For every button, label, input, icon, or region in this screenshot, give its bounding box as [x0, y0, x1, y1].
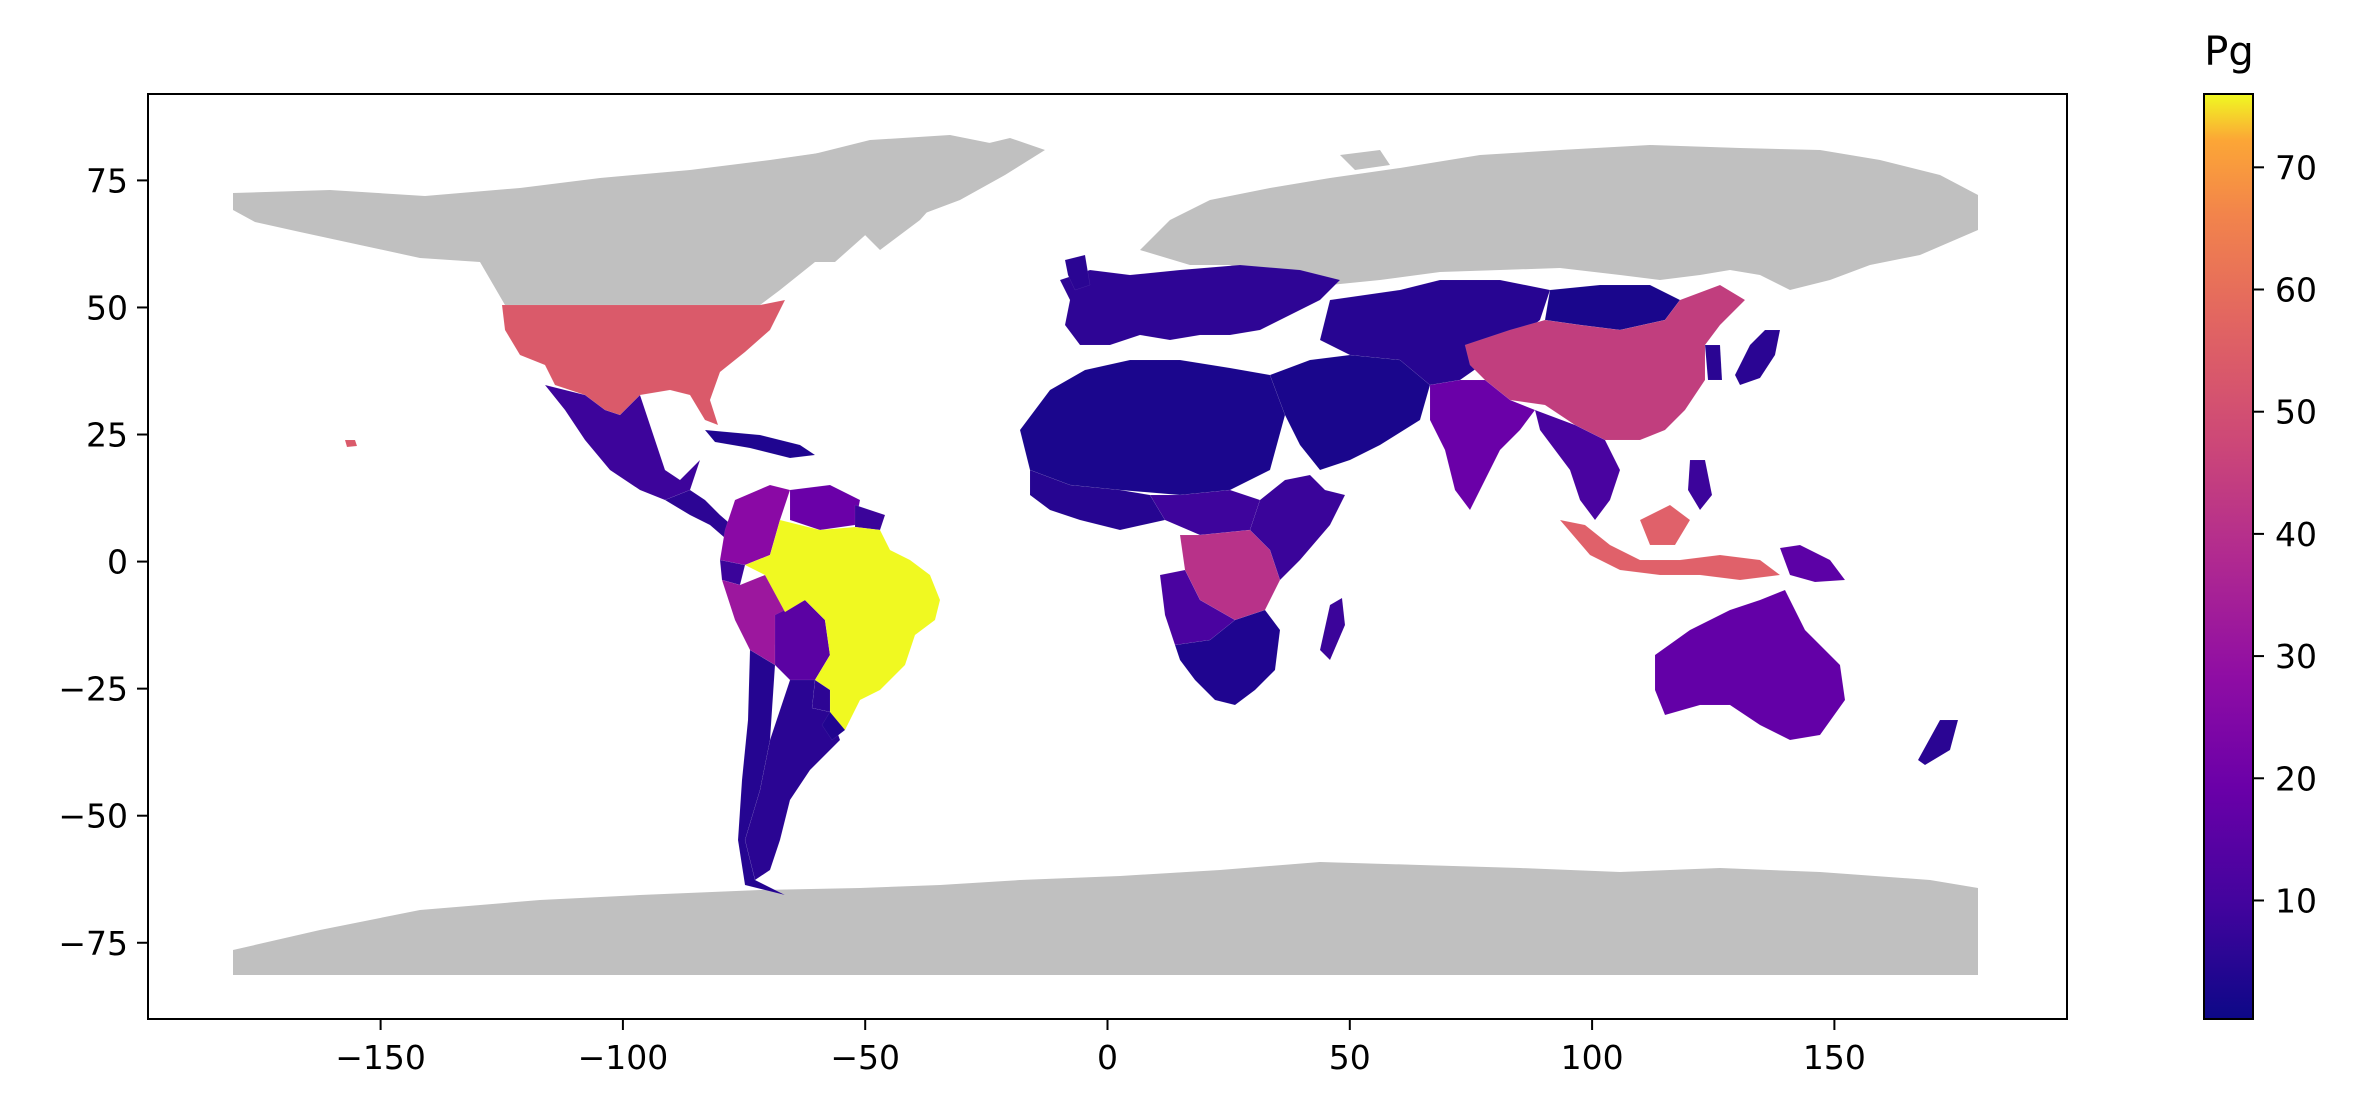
- region-philippines: [1687, 459, 1713, 511]
- colorbar-tick-label: 50: [2275, 393, 2317, 432]
- region-venezuela: [789, 484, 861, 531]
- x-tick-label: −50: [830, 1038, 900, 1077]
- antarctica-nodata: [233, 862, 1978, 975]
- region-central-africa: [1149, 489, 1261, 536]
- colorbar-ticks: 10 20 30 40 50 60 70: [2253, 148, 2317, 920]
- x-tick-label: −150: [335, 1038, 426, 1077]
- colorbar-tick-label: 10: [2275, 881, 2317, 920]
- colorbar-tick-label: 20: [2275, 759, 2317, 798]
- y-tick-label: 25: [86, 416, 128, 455]
- svalbard-nodata: [1340, 150, 1390, 170]
- region-madagascar: [1319, 597, 1346, 661]
- region-europe: [1059, 264, 1341, 346]
- x-tick-label: 150: [1803, 1038, 1866, 1077]
- region-central-america: [664, 489, 736, 539]
- x-tick-label: 100: [1561, 1038, 1624, 1077]
- x-tick-label: −100: [578, 1038, 669, 1077]
- region-middle-east: [1269, 354, 1431, 471]
- country-regions: [344, 254, 1959, 896]
- y-tick-label: 75: [86, 161, 128, 200]
- region-india: [1429, 379, 1536, 511]
- y-axis: −75 −50 −25 0 25 50 75: [58, 161, 148, 963]
- colorbar-gradient: [2203, 93, 2254, 1020]
- region-brazil: [744, 519, 941, 731]
- region-china: [1464, 284, 1746, 441]
- region-caribbean: [704, 429, 816, 459]
- map-layer: [233, 135, 1978, 975]
- region-australia: [1654, 589, 1846, 741]
- region-united-states: [501, 299, 786, 426]
- region-hawaii: [344, 439, 358, 448]
- y-tick-label: −75: [58, 924, 128, 963]
- x-tick-label: 0: [1097, 1038, 1118, 1077]
- y-tick-label: −25: [58, 670, 128, 709]
- y-tick-label: −50: [58, 797, 128, 836]
- region-guianas: [854, 504, 886, 531]
- region-southeast-asia: [1534, 409, 1621, 521]
- region-chile: [737, 649, 786, 896]
- region-southern-africa: [1174, 609, 1281, 706]
- region-north-africa: [1019, 359, 1286, 496]
- greenland-nodata: [810, 135, 1000, 250]
- region-japan: [1734, 329, 1781, 386]
- y-tick-label: 0: [107, 543, 128, 582]
- region-korea: [1704, 344, 1723, 381]
- colorbar-tick-label: 30: [2275, 637, 2317, 676]
- region-east-africa: [1249, 474, 1346, 581]
- colorbar-tick-label: 70: [2275, 148, 2317, 187]
- region-papua-new-guinea: [1779, 544, 1846, 583]
- y-tick-label: 50: [86, 288, 128, 327]
- colorbar-title: Pg: [2204, 29, 2254, 75]
- x-axis: −150 −100 −50 0 50 100 150: [335, 1019, 1866, 1077]
- region-indonesia: [1559, 504, 1781, 581]
- region-west-africa: [1029, 469, 1166, 531]
- colorbar: Pg 10 20 30 40 50 60 70: [2203, 29, 2317, 1020]
- region-new-zealand: [1917, 719, 1959, 766]
- region-mexico: [544, 384, 701, 501]
- x-tick-label: 50: [1329, 1038, 1371, 1077]
- colorbar-tick-label: 40: [2275, 515, 2317, 554]
- colorbar-tick-label: 60: [2275, 271, 2317, 310]
- region-uk-ireland: [1064, 254, 1091, 291]
- nodata-land: [233, 135, 1978, 975]
- eurasia-nodata: [1140, 145, 1978, 290]
- region-uruguay: [821, 711, 846, 741]
